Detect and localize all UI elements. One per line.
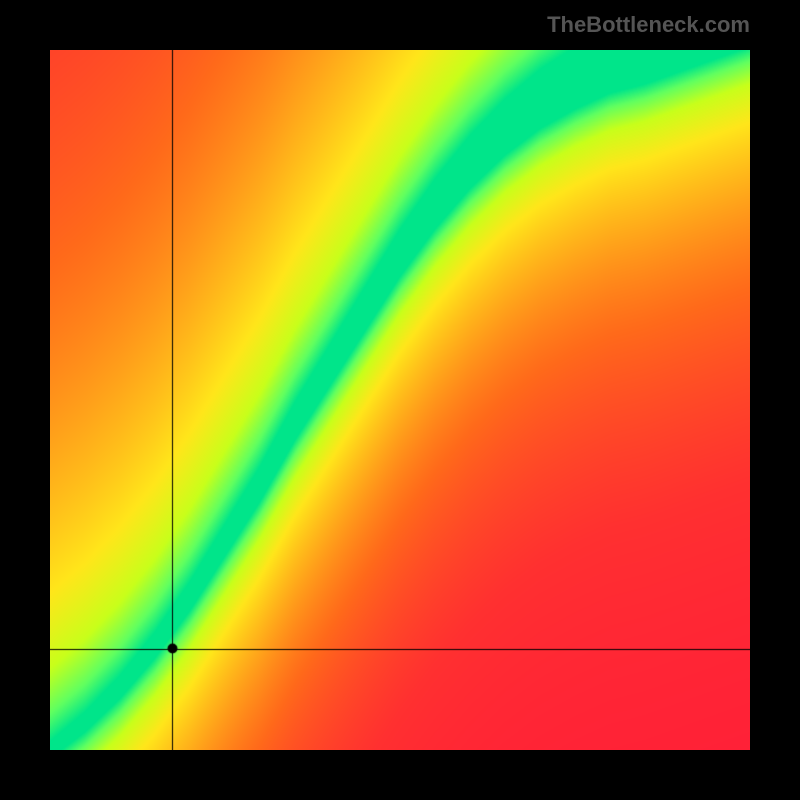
chart-frame: TheBottleneck.com: [0, 0, 800, 800]
heatmap-plot: [50, 50, 750, 750]
heatmap-canvas: [50, 50, 750, 750]
watermark-text: TheBottleneck.com: [547, 12, 750, 38]
